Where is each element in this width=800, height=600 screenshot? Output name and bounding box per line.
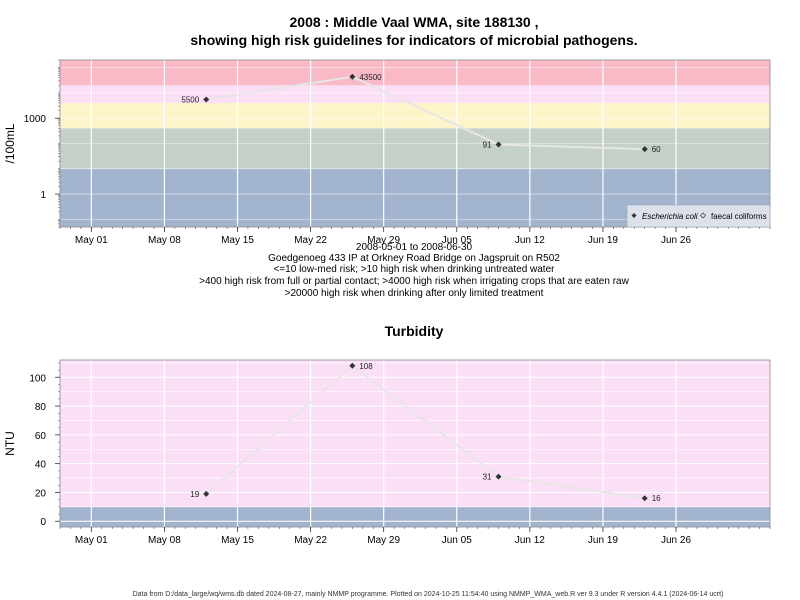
x-tick-label: Jun 26	[661, 535, 691, 546]
data-point	[349, 73, 356, 80]
data-label: 91	[483, 141, 492, 150]
data-label: 43500	[359, 73, 382, 82]
x-tick-label: May 29	[367, 235, 400, 246]
data-label: 19	[190, 490, 199, 499]
data-point	[641, 495, 648, 502]
y-tick-label: 40	[35, 460, 47, 471]
risk-band-5	[60, 60, 770, 86]
guideline-line-3: >20000 high risk when drinking after onl…	[285, 288, 544, 299]
legend-box	[626, 204, 771, 228]
data-label: 108	[359, 362, 373, 371]
site-description: Goedgenoeg 433 IP at Orkney Road Bridge …	[268, 253, 560, 264]
data-label: 60	[652, 145, 661, 154]
y-tick-label: 80	[35, 402, 47, 413]
microbial-panel: May 01 May 08 May 15 May 22 May 29 Jun 05 Jun …	[3, 59, 771, 246]
data-point	[641, 146, 648, 153]
data-point	[349, 362, 356, 369]
y-tick-label: 60	[35, 431, 47, 442]
x-tick-label: Jun 19	[588, 235, 618, 246]
data-label: 5500	[181, 95, 199, 104]
risk-band-2	[60, 128, 770, 169]
legend-marker-faecal	[700, 212, 706, 219]
series-line	[206, 75, 645, 151]
data-label: 31	[483, 473, 492, 482]
chart-title-line1: 2008 : Middle Vaal WMA, site 188130 ,	[290, 14, 539, 30]
footer-note: Data from D:/data_large/wq/wms.db dated …	[133, 591, 724, 598]
series-line	[205, 364, 645, 500]
x-tick-label: May 08	[148, 235, 181, 246]
guideline-line-2: >400 high risk from full or partial cont…	[199, 276, 629, 287]
y-tick-label: 20	[35, 488, 47, 499]
y-axis-label: /100mL	[3, 123, 17, 163]
turbidity-panel: May 01 May 08 May 15 May 22 May 29 Jun 05 Jun …	[3, 359, 771, 546]
turbidity-title: Turbidity	[385, 323, 444, 339]
x-tick-label: May 15	[221, 535, 254, 546]
legend-label-ecoli: Escherichia coli	[642, 212, 698, 221]
data-point	[203, 490, 210, 497]
y-tick-label: 1	[40, 190, 46, 201]
legend-label-faecal: faecal coliforms	[711, 212, 767, 221]
risk-band-2	[60, 360, 770, 507]
x-tick-label: Jun 05	[442, 535, 472, 546]
data-point	[203, 96, 210, 103]
data-label: 16	[652, 494, 661, 503]
risk-band-3	[60, 102, 770, 129]
x-axis-label: 2008-05-01 to 2008-06-30	[356, 242, 473, 253]
y-tick-label: 100	[29, 373, 46, 384]
guideline-line-1: <=10 low-med risk; >10 high risk when dr…	[274, 264, 556, 275]
x-tick-label: May 22	[294, 535, 327, 546]
x-tick-label: May 01	[75, 235, 108, 246]
risk-band-4	[60, 85, 770, 103]
y-axis-label: NTU	[3, 431, 17, 456]
x-tick-label: May 15	[221, 235, 254, 246]
chart-title-line2: showing high risk guidelines for indicat…	[190, 32, 637, 48]
x-tick-label: May 29	[367, 535, 400, 546]
x-tick-label: Jun 19	[588, 535, 618, 546]
x-tick-label: Jun 05	[442, 235, 472, 246]
y-tick-label: 0	[40, 517, 46, 528]
data-point	[495, 141, 502, 148]
x-tick-label: Jun 12	[515, 535, 545, 546]
x-tick-label: Jun 12	[515, 235, 545, 246]
x-tick-label: May 01	[75, 535, 108, 546]
data-point	[495, 473, 502, 480]
legend-marker-ecoli	[631, 213, 637, 218]
x-tick-label: Jun 26	[661, 235, 691, 246]
x-tick-label: May 22	[294, 235, 327, 246]
x-tick-label: May 08	[148, 535, 181, 546]
y-tick-label: 1000	[24, 114, 47, 125]
risk-band-1	[60, 506, 770, 527]
